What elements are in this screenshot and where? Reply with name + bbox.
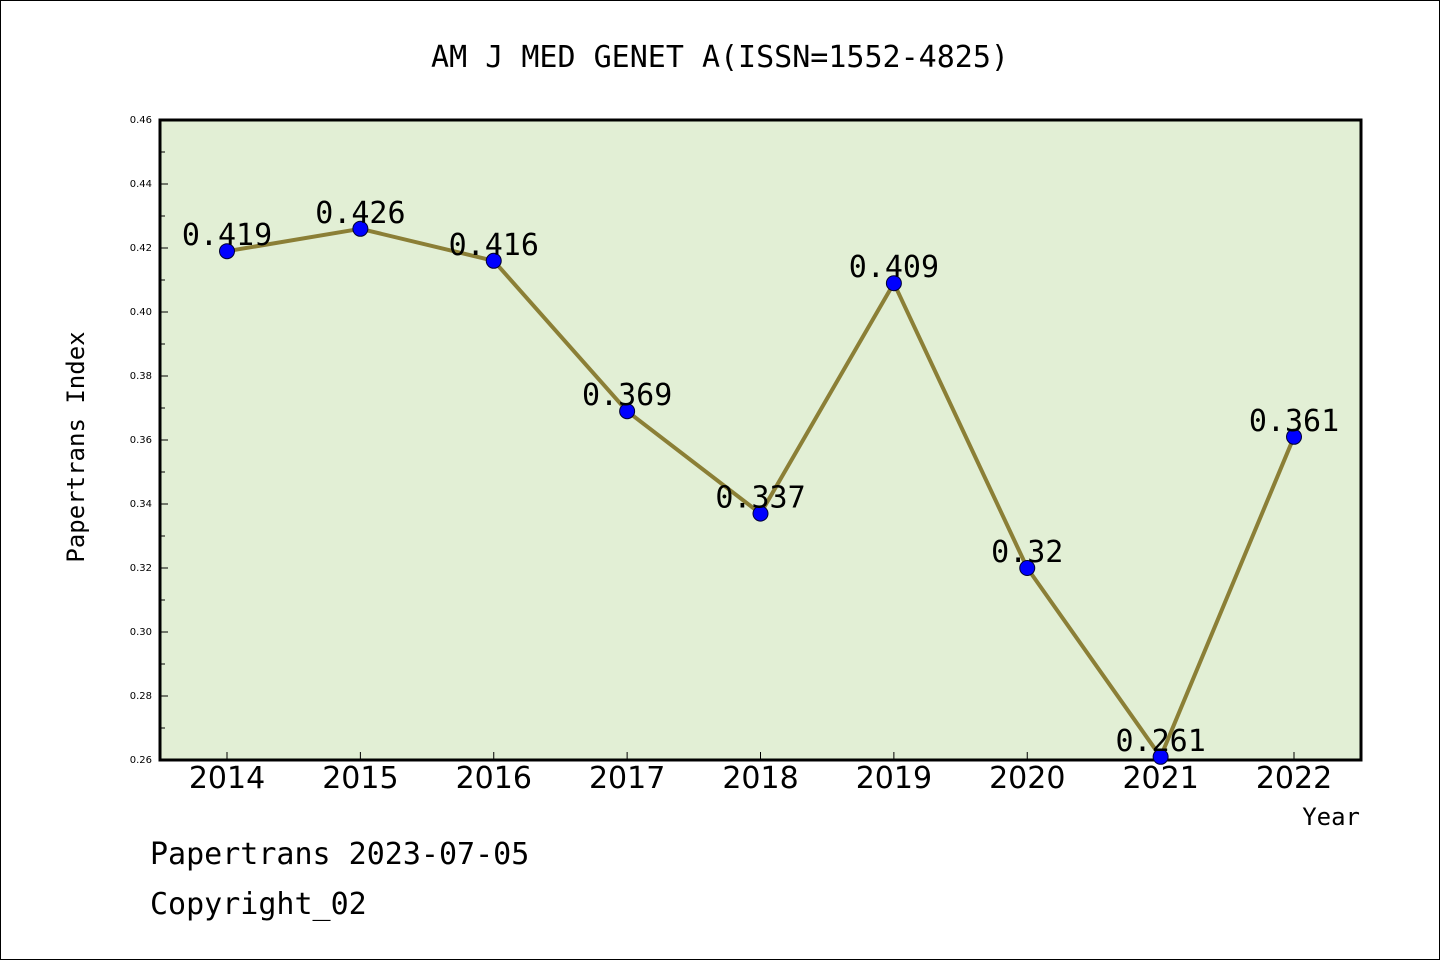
x-axis-title: Year [1302, 803, 1360, 831]
data-label: 0.426 [315, 196, 405, 231]
x-tick-label: 2022 [1256, 761, 1332, 796]
y-tick-label: 0.26 [130, 755, 152, 766]
y-tick-label: 0.38 [130, 371, 152, 382]
y-tick-label: 0.40 [130, 307, 152, 318]
data-label: 0.32 [991, 535, 1063, 570]
data-label: 0.369 [582, 378, 672, 413]
x-tick-label: 2021 [1122, 761, 1198, 796]
data-points [219, 220, 1302, 765]
data-labels: 0.419 0.426 0.416 0.369 0.337 0.409 0.32 0.261 0… [182, 196, 1339, 759]
data-point [352, 220, 369, 237]
y-tick-label: 0.32 [130, 563, 152, 574]
y-tick-label: 0.36 [130, 435, 152, 446]
x-tick-label: 2014 [189, 761, 265, 796]
y-tick-label: 0.46 [130, 115, 152, 126]
x-tick-label: 2019 [856, 761, 932, 796]
data-point [1019, 560, 1036, 576]
data-point [752, 505, 769, 522]
data-point [885, 275, 902, 292]
data-point [219, 243, 235, 260]
x-axis-ticks: 2014 2015 2016 2017 2018 2019 2020 2021 2022 [189, 752, 1332, 796]
data-point [1286, 428, 1302, 445]
y-tick-label: 0.44 [130, 179, 152, 190]
data-label: 0.337 [715, 481, 805, 516]
data-label: 0.261 [1115, 724, 1205, 759]
data-label: 0.419 [182, 218, 272, 253]
x-tick-label: 2018 [722, 761, 798, 796]
y-axis-ticks: 0.26 0.28 0.30 0.32 0.34 0.36 0.38 0.40 0.42 0.44… [130, 115, 168, 766]
x-tick-label: 2020 [989, 761, 1065, 796]
y-tick-label: 0.34 [130, 499, 152, 510]
y-tick-label: 0.28 [130, 691, 152, 702]
chart-title: AM J MED GENET A(ISSN=1552-4825) [431, 40, 1009, 75]
footer-copyright: Copyright_02 [150, 887, 367, 922]
data-point [485, 252, 502, 269]
y-tick-label: 0.42 [130, 243, 152, 254]
x-tick-label: 2015 [322, 761, 398, 796]
data-point [619, 403, 636, 420]
footer-date: Papertrans 2023-07-05 [150, 837, 529, 872]
x-tick-label: 2017 [589, 761, 665, 796]
y-axis-title: Papertrans Index [62, 331, 90, 562]
y-tick-label: 0.30 [130, 627, 152, 638]
data-label: 0.361 [1249, 404, 1339, 439]
data-label: 0.409 [849, 250, 939, 285]
x-tick-label: 2016 [456, 761, 532, 796]
data-point [1152, 748, 1169, 765]
data-label: 0.416 [449, 228, 539, 263]
